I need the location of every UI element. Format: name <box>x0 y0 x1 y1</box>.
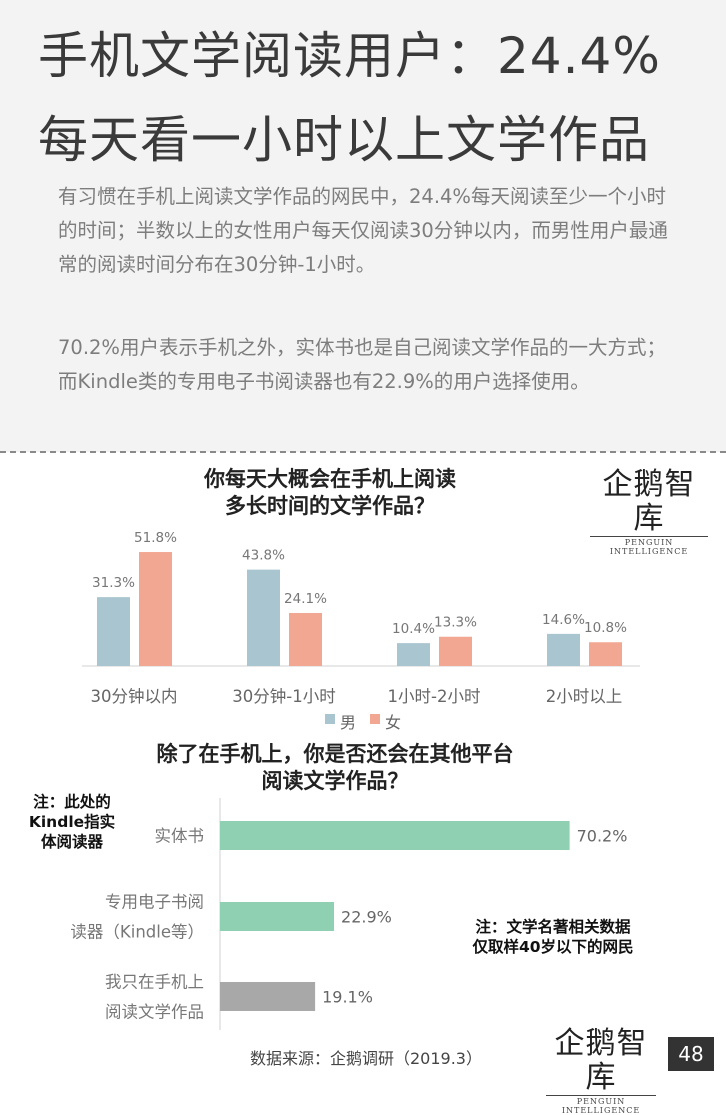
bar <box>220 982 316 1011</box>
data-label: 10.8% <box>584 620 627 636</box>
summary-panel: 手机文学阅读用户：24.4% 每天看一小时以上文学作品 有习惯在手机上阅读文学作… <box>0 0 726 452</box>
summary-paragraph-1: 有习惯在手机上阅读文学作品的网民中，24.4%每天阅读至少一个小时的时间；半数以… <box>58 185 668 276</box>
data-label: 22.9% <box>341 908 392 927</box>
data-label: 24.1% <box>284 591 327 607</box>
page-number: 48 <box>668 1037 714 1071</box>
bar-male <box>247 569 280 666</box>
category-label: 读器（Kindle等） <box>70 923 204 942</box>
bar-female <box>289 612 322 666</box>
chart1-title-line1: 你每天大概会在手机上阅读 <box>204 467 456 491</box>
chart1-title: 你每天大概会在手机上阅读 多长时间的文学作品？ <box>150 466 510 520</box>
data-label: 43.8% <box>242 548 285 564</box>
x-tick-label: 30分钟以内 <box>91 687 178 706</box>
bar-female <box>439 636 472 666</box>
data-label: 14.6% <box>542 612 585 628</box>
data-label: 70.2% <box>577 827 628 846</box>
page-title-line1: 手机文学阅读用户：24.4% <box>38 27 661 85</box>
category-label: 实体书 <box>155 827 205 846</box>
penguin-logo-top: 企鹅智库 PENGUIN INTELLIGENCE <box>590 468 708 556</box>
logo-subtext: PENGUIN INTELLIGENCE <box>546 1095 656 1115</box>
chart2-title: 除了在手机上，你是否还会在其他平台 阅读文学作品？ <box>110 741 560 795</box>
bar <box>220 902 335 931</box>
x-tick-label: 2小时以上 <box>546 687 623 706</box>
data-label: 31.3% <box>92 575 135 591</box>
bar-male <box>397 643 430 666</box>
logo-text: 企鹅智库 <box>602 467 696 536</box>
bar-male <box>97 597 130 666</box>
x-tick-label: 30分钟-1小时 <box>232 687 335 706</box>
logo-subtext: PENGUIN INTELLIGENCE <box>590 536 708 556</box>
category-label: 阅读文学作品 <box>105 1003 204 1022</box>
logo-text: 企鹅智库 <box>554 1026 648 1095</box>
x-tick-label: 1小时-2小时 <box>388 687 481 706</box>
bar-female <box>139 552 172 666</box>
chart1-title-line2: 多长时间的文学作品？ <box>225 494 435 518</box>
data-label: 51.8% <box>134 530 177 546</box>
bar-male <box>547 633 580 666</box>
dashed-divider <box>0 451 726 453</box>
page-title-line2: 每天看一小时以上文学作品 <box>38 111 650 169</box>
legend-label: 女 <box>385 713 401 732</box>
category-label: 专用电子书阅 <box>105 893 204 912</box>
data-label: 19.1% <box>322 988 373 1007</box>
kindle-note: 注：此处的Kindle指实体阅读器 <box>28 793 116 851</box>
bar-female <box>589 642 622 666</box>
legend-label: 男 <box>340 713 356 732</box>
legend-swatch <box>325 714 335 724</box>
chart2-title-line2: 阅读文学作品？ <box>261 769 409 793</box>
chart2-title-line1: 除了在手机上，你是否还会在其他平台 <box>156 742 514 766</box>
summary-paragraph-2: 70.2%用户表示手机之外，实体书也是自己阅读文学作品的一大方式；而Kindle… <box>58 336 666 393</box>
other-platform-chart: 70.2% 实体书 22.9% 专用电子书阅读器（Kindle等） 19.1% 我只在手机… <box>70 798 628 1030</box>
data-label: 13.3% <box>434 615 477 631</box>
data-source: 数据来源：企鹅调研（2019.3） <box>250 1049 482 1068</box>
legend-swatch <box>370 714 380 724</box>
data-label: 10.4% <box>392 621 435 637</box>
category-label: 我只在手机上 <box>105 973 204 992</box>
sample-note: 注：文学名著相关数据仅取样40岁以下的网民 <box>472 918 634 956</box>
bar <box>220 821 570 850</box>
penguin-logo-bottom: 企鹅智库 PENGUIN INTELLIGENCE <box>546 1027 656 1115</box>
